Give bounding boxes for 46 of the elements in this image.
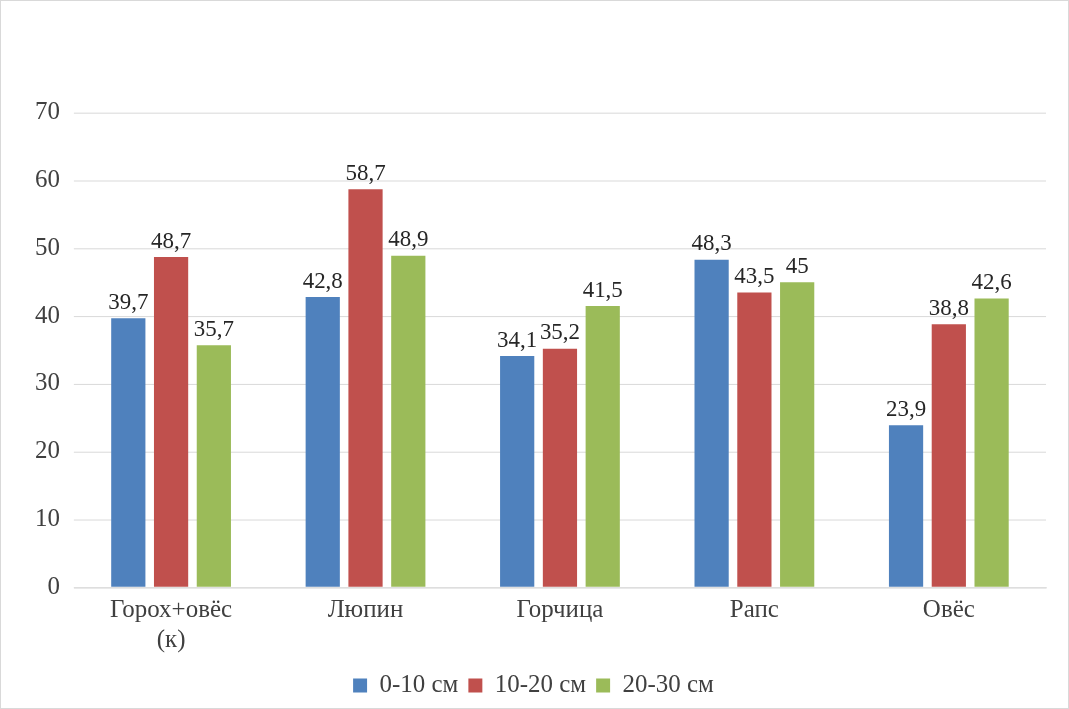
- x-tick-label: Овёс: [922, 594, 975, 622]
- y-tick-label: 40: [34, 300, 60, 328]
- y-tick-label: 50: [34, 232, 60, 260]
- legend-label: 0-10 см: [379, 670, 459, 698]
- bar: [111, 318, 146, 587]
- data-label: 35,7: [193, 315, 234, 341]
- y-tick-label: 70: [34, 97, 60, 125]
- bar: [585, 305, 620, 587]
- x-tick-label: Люпин: [327, 594, 404, 622]
- bar: [888, 425, 924, 587]
- bar: [780, 282, 815, 587]
- bar: [500, 356, 535, 587]
- x-tick-label: Рапс: [729, 594, 779, 622]
- bar: [391, 255, 426, 587]
- data-label: 23,9: [885, 395, 927, 421]
- data-label: 34,1: [497, 326, 538, 352]
- y-tick-label: 30: [34, 368, 60, 396]
- bar: [196, 345, 231, 587]
- bar: [542, 348, 578, 587]
- legend-label: 10-20 см: [494, 670, 587, 698]
- x-tick-label: Горчица: [516, 594, 604, 622]
- data-label: 42,8: [302, 267, 343, 293]
- bar: [305, 297, 340, 587]
- data-label: 58,7: [345, 159, 386, 185]
- bar: [974, 298, 1009, 587]
- data-label: 41,5: [582, 276, 623, 302]
- x-tick-label: Горох+овёс (к): [110, 594, 233, 653]
- data-label: 43,5: [734, 262, 775, 288]
- data-label: 38,8: [928, 294, 969, 320]
- data-label: 48,9: [388, 226, 429, 252]
- data-label: 48,7: [151, 227, 192, 253]
- legend-label: 20-30 см: [622, 670, 715, 698]
- data-label: 35,2: [539, 319, 581, 345]
- y-tick-label: 10: [34, 504, 60, 532]
- bar: [153, 257, 189, 587]
- bar: [931, 324, 966, 587]
- y-tick-label: 20: [34, 436, 60, 464]
- y-tick-label: 0: [47, 571, 60, 599]
- data-label: 39,7: [108, 288, 149, 314]
- bar: [694, 259, 729, 587]
- y-tick-label: 60: [34, 165, 60, 193]
- data-label: 48,3: [691, 230, 732, 256]
- bar: [348, 189, 383, 587]
- data-label: 42,6: [971, 269, 1012, 295]
- bar: [737, 292, 772, 587]
- data-label: 45: [785, 252, 809, 278]
